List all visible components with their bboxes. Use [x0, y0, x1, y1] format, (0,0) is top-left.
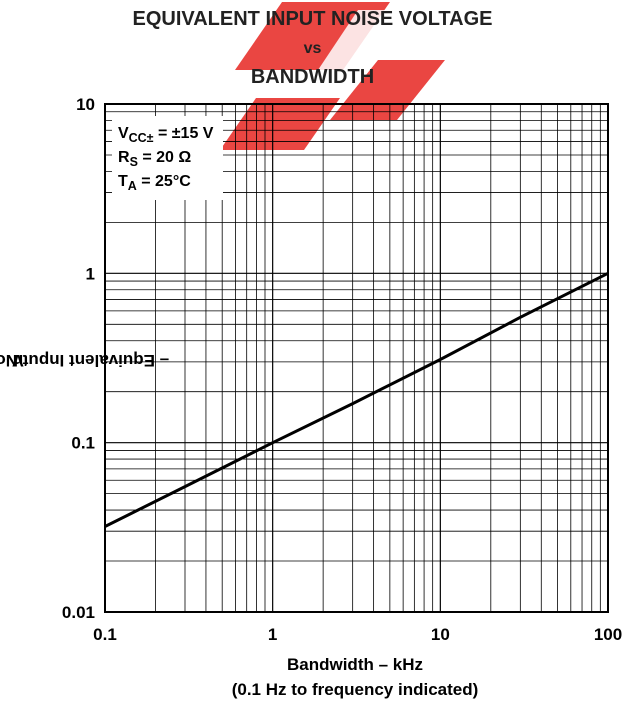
chart-subtitle: BANDWIDTH [250, 66, 375, 88]
plot-frame [104, 103, 609, 613]
legend-line-vcc: VCC± = ±15 V [118, 122, 213, 146]
x-tick-label: 0.1 [93, 625, 117, 644]
legend-vcc-sub: CC± [128, 131, 154, 146]
legend-rs-sub: S [129, 155, 138, 170]
noise-voltage-series-line [104, 271, 609, 528]
legend-vcc-rest: = ±15 V [153, 125, 214, 142]
chart-title-vs: vs [303, 40, 322, 57]
y-tick-label: 0.1 [71, 434, 95, 453]
y-axis-label-rest: – Equivalent Input Noise Voltage – µV [0, 351, 170, 370]
x-tick-label: 10 [431, 625, 450, 644]
legend-rs-rest: = 20 Ω [137, 149, 192, 166]
conditions-legend: VCC± = ±15 V RS = 20 Ω TA = 25°C [112, 116, 224, 200]
grid-layer [104, 104, 608, 613]
legend-vcc-main: V [118, 125, 129, 142]
y-tick-label: 1 [86, 264, 95, 283]
legend-line-ta: TA = 25°C [118, 170, 213, 194]
y-tick-label: 10 [76, 95, 95, 114]
legend-ta-sub: A [127, 179, 137, 194]
x-axis-label: Bandwidth – kHz [286, 655, 423, 674]
legend-ta-main: T [118, 173, 128, 190]
legend-ta-rest: = 25°C [136, 173, 191, 190]
x-axis-label-note: (0.1 Hz to frequency indicated) [231, 680, 479, 699]
y-tick-label: 0.01 [62, 603, 95, 622]
legend-line-rs: RS = 20 Ω [118, 146, 213, 170]
legend-rs-main: R [118, 149, 130, 166]
chart-title: EQUIVALENT INPUT NOISE VOLTAGE [132, 8, 493, 30]
x-tick-label: 1 [268, 625, 277, 644]
series-layer [104, 271, 609, 528]
tick-label-layer: 0.1 1 10 100 0.01 0.1 1 10 [62, 95, 622, 644]
x-tick-label: 100 [594, 625, 622, 644]
